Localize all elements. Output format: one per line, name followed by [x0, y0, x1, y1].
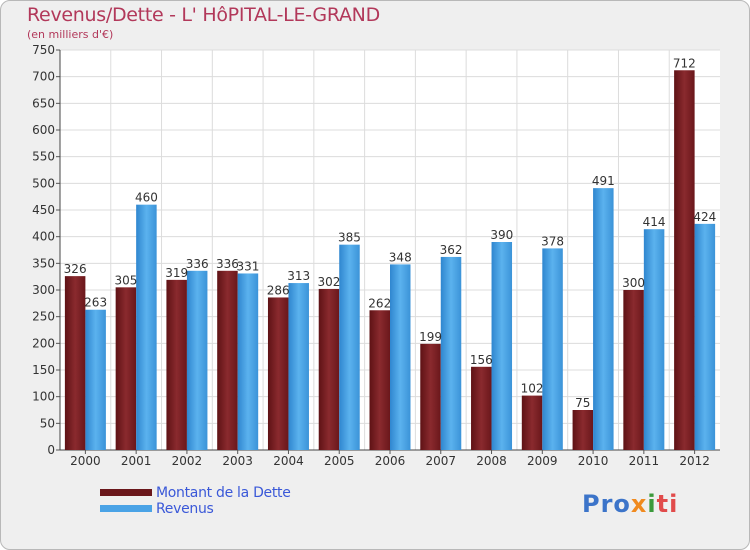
data-label-revenus: 414: [643, 215, 666, 229]
x-tick-label: 2005: [324, 454, 355, 468]
x-tick-label: 2004: [273, 454, 304, 468]
x-tick-label: 2009: [527, 454, 558, 468]
y-tick-label: 550: [32, 150, 55, 164]
y-tick-label: 0: [47, 443, 55, 457]
x-tick-label: 2007: [425, 454, 456, 468]
bar-revenus: [440, 256, 462, 450]
chart-title: Revenus/Dette - L' HôPITAL-LE-GRAND: [27, 4, 380, 26]
bar-dette: [267, 297, 289, 450]
bar-revenus: [237, 273, 259, 450]
bar-revenus: [491, 242, 513, 450]
x-tick-label: 2002: [172, 454, 203, 468]
legend-label-revenus: Revenus: [156, 501, 214, 517]
y-tick-label: 500: [32, 176, 55, 190]
bar-revenus: [136, 204, 157, 450]
bar-dette: [369, 310, 390, 450]
bar-revenus: [186, 270, 208, 450]
bar-revenus: [643, 229, 665, 450]
data-label-revenus: 460: [135, 191, 158, 205]
bar-dette: [166, 279, 187, 450]
y-tick-label: 50: [40, 416, 55, 430]
bar-revenus: [593, 188, 614, 450]
data-label-revenus: 336: [186, 257, 209, 271]
data-label-dette: 712: [673, 56, 696, 70]
bar-dette: [318, 288, 340, 450]
x-tick-label: 2008: [476, 454, 507, 468]
y-tick-label: 600: [32, 123, 55, 137]
data-label-dette: 102: [521, 382, 544, 396]
data-label-revenus: 385: [338, 231, 361, 245]
x-tick-label: 2003: [222, 454, 253, 468]
proxiti-logo: Proxiti: [582, 490, 679, 518]
y-tick-label: 400: [32, 230, 55, 244]
y-tick-label: 350: [32, 256, 55, 270]
y-tick-label: 200: [32, 336, 55, 350]
bar-dette: [674, 70, 695, 451]
data-label-dette: 286: [267, 283, 290, 297]
x-tick-label: 2001: [121, 454, 152, 468]
data-label-revenus: 378: [541, 234, 564, 248]
data-label-dette: 300: [622, 276, 645, 290]
legend-swatch-dette: [100, 489, 152, 496]
y-tick-label: 150: [32, 363, 55, 377]
x-tick-label: 2006: [375, 454, 406, 468]
bar-revenus: [542, 248, 563, 450]
data-label-revenus: 424: [693, 210, 716, 224]
y-tick-label: 650: [32, 96, 55, 110]
bar-dette: [64, 276, 86, 450]
legend-label-dette: Montant de la Dette: [156, 485, 291, 501]
x-tick-label: 2010: [578, 454, 609, 468]
y-tick-label: 750: [32, 43, 55, 57]
x-tick-label: 2000: [70, 454, 101, 468]
data-label-dette: 262: [368, 296, 391, 310]
y-tick-label: 700: [32, 70, 55, 84]
data-label-dette: 199: [419, 330, 442, 344]
legend-swatch-revenus: [100, 505, 152, 512]
data-label-dette: 326: [64, 262, 87, 276]
chart-subtitle: (en milliers d'€): [27, 28, 114, 41]
data-label-revenus: 362: [440, 243, 463, 257]
data-label-revenus: 390: [490, 228, 513, 242]
data-label-revenus: 313: [287, 269, 310, 283]
bar-revenus: [390, 264, 411, 450]
x-tick-label: 2012: [679, 454, 710, 468]
data-label-revenus: 263: [84, 296, 107, 310]
data-label-dette: 302: [318, 275, 341, 289]
y-tick-label: 250: [32, 310, 55, 324]
y-tick-label: 300: [32, 283, 55, 297]
x-tick-label: 2011: [629, 454, 660, 468]
bar-revenus: [339, 244, 360, 450]
data-label-dette: 75: [575, 396, 590, 410]
bar-revenus: [694, 223, 716, 450]
bar-revenus: [288, 283, 309, 450]
data-label-dette: 336: [216, 257, 239, 271]
y-tick-label: 100: [32, 390, 55, 404]
bar-dette: [521, 395, 543, 450]
data-label-dette: 156: [470, 353, 493, 367]
y-tick-label: 450: [32, 203, 55, 217]
data-label-dette: 305: [114, 273, 137, 287]
bar-dette: [572, 410, 594, 450]
data-label-revenus: 348: [389, 250, 412, 264]
bar-revenus: [85, 309, 106, 450]
bar-dette: [471, 366, 492, 450]
bar-dette: [115, 287, 137, 450]
data-label-revenus: 331: [236, 259, 259, 273]
bar-dette: [420, 343, 441, 450]
data-label-revenus: 491: [592, 174, 615, 188]
bar-dette: [217, 270, 238, 450]
data-label-dette: 319: [165, 266, 188, 280]
bar-dette: [623, 290, 644, 450]
